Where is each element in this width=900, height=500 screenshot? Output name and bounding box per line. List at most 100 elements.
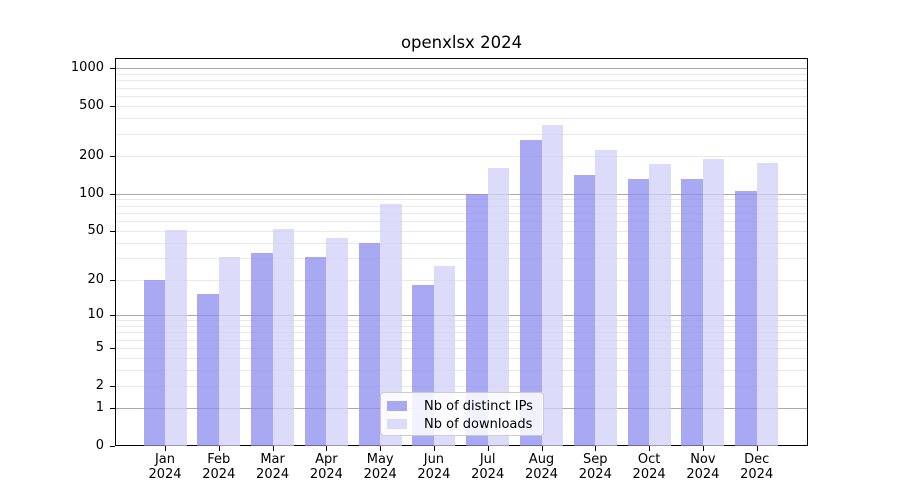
x-tick-month: Oct xyxy=(637,452,661,467)
gridline-minor xyxy=(116,339,807,341)
bar-nb-of-distinct-ips-apr xyxy=(304,256,327,446)
x-tick-mark-apr xyxy=(326,446,328,451)
x-tick-mark-aug xyxy=(541,446,543,451)
plot-spine-top xyxy=(115,58,808,59)
x-tick-month: Feb xyxy=(207,452,231,467)
y-tick-mark-0 xyxy=(110,446,115,447)
bar-nb-of-downloads-oct xyxy=(649,164,671,446)
bar-nb-of-downloads-dec xyxy=(756,163,779,446)
gridline-minor xyxy=(116,133,807,135)
x-tick-mark-feb xyxy=(218,446,220,451)
x-tick-label-mar: Mar 2024 xyxy=(233,452,313,482)
bar-nb-of-downloads-jan xyxy=(165,230,187,446)
x-tick-month: Aug xyxy=(528,452,555,467)
y-tick-mark-200 xyxy=(110,156,115,157)
chart-title: openxlsx 2024 xyxy=(400,33,523,52)
x-tick-month: Sep xyxy=(583,452,608,467)
x-tick-mark-jan xyxy=(165,446,166,451)
legend-item-downloads: Nb of downloads xyxy=(387,415,537,433)
gridline-minor xyxy=(116,385,807,387)
bar-nb-of-downloads-feb xyxy=(218,256,241,446)
gridline-minor xyxy=(116,243,807,244)
x-tick-year: 2024 xyxy=(309,467,343,482)
bar-nb-of-distinct-ips-oct xyxy=(627,179,650,446)
bar-nb-of-downloads-mar xyxy=(272,228,295,446)
y-tick-label-50: 50 xyxy=(87,223,104,238)
y-tick-mark-500 xyxy=(110,106,115,108)
x-tick-month: Dec xyxy=(744,452,770,467)
gridline-minor xyxy=(116,320,807,322)
x-tick-mark-mar xyxy=(272,446,274,451)
legend-label-downloads: Nb of downloads xyxy=(424,416,533,432)
x-tick-mark-nov xyxy=(702,446,704,451)
bar-nb-of-distinct-ips-mar xyxy=(251,253,273,446)
x-tick-mark-dec xyxy=(756,446,758,451)
y-tick-mark-50 xyxy=(110,231,115,232)
legend-label-distinct-ips: Nb of distinct IPs xyxy=(424,398,533,414)
x-tick-label-jun: Jun 2024 xyxy=(394,452,474,482)
bar-nb-of-downloads-may xyxy=(380,203,402,446)
gridline-major xyxy=(116,314,807,316)
bar-nb-of-distinct-ips-dec xyxy=(735,191,757,446)
x-tick-year: 2024 xyxy=(417,467,451,482)
gridline-minor xyxy=(116,325,807,327)
gridline-minor xyxy=(116,106,807,108)
x-tick-label-may: May 2024 xyxy=(340,452,420,482)
x-tick-month: Jul xyxy=(479,452,496,467)
bar-nb-of-distinct-ips-aug xyxy=(520,139,542,446)
bar-nb-of-distinct-ips-feb xyxy=(197,294,219,446)
x-tick-label-jul: Jul 2024 xyxy=(448,452,528,482)
gridline-major xyxy=(116,68,807,70)
gridline-minor xyxy=(116,332,807,334)
y-tick-label-100: 100 xyxy=(79,185,104,201)
y-tick-mark-100 xyxy=(110,193,115,195)
gridline-minor xyxy=(116,205,807,207)
gridline-minor xyxy=(116,87,807,89)
bar-nb-of-downloads-sep xyxy=(595,150,617,446)
x-tick-month: Jan xyxy=(154,452,176,467)
x-tick-year: 2024 xyxy=(632,467,666,482)
plot-spine-right xyxy=(807,58,808,446)
x-tick-mark-jun xyxy=(433,446,435,451)
bar-nb-of-distinct-ips-jul xyxy=(466,194,488,446)
x-tick-label-feb: Feb 2024 xyxy=(179,452,259,482)
y-tick-label-0: 0 xyxy=(95,438,104,453)
gridline-minor xyxy=(116,258,807,260)
y-tick-label-1000: 1000 xyxy=(70,60,104,76)
y-tick-mark-1 xyxy=(110,408,115,410)
x-tick-label-sep: Sep 2024 xyxy=(555,452,635,482)
x-tick-year: 2024 xyxy=(363,467,397,482)
gridline-minor xyxy=(116,348,807,349)
bar-nb-of-downloads-nov xyxy=(702,158,725,446)
x-tick-year: 2024 xyxy=(471,467,505,482)
x-tick-month: Nov xyxy=(690,452,716,467)
plot-spine-left xyxy=(115,58,116,446)
y-tick-mark-10 xyxy=(110,314,115,316)
y-tick-label-20: 20 xyxy=(87,271,104,287)
x-tick-month: May xyxy=(366,452,394,467)
gridline-minor xyxy=(116,156,807,157)
y-tick-label-5: 5 xyxy=(95,340,104,355)
x-tick-mark-jul xyxy=(487,446,489,451)
y-tick-label-200: 200 xyxy=(79,148,104,163)
gridline-minor xyxy=(116,279,807,281)
x-tick-year: 2024 xyxy=(256,467,290,482)
legend-swatch-downloads xyxy=(387,419,407,429)
bar-nb-of-distinct-ips-sep xyxy=(573,175,596,446)
bar-nb-of-downloads-apr xyxy=(326,237,348,446)
gridline-minor xyxy=(116,231,807,232)
x-tick-year: 2024 xyxy=(740,467,774,482)
legend: Nb of distinct IPs Nb of downloads xyxy=(380,392,544,436)
x-tick-year: 2024 xyxy=(578,467,612,482)
x-tick-month: Mar xyxy=(260,452,285,467)
gridline-minor xyxy=(116,358,807,359)
plot-area xyxy=(115,58,808,446)
x-tick-mark-oct xyxy=(649,446,651,451)
legend-item-distinct-ips: Nb of distinct IPs xyxy=(387,397,537,415)
y-tick-label-10: 10 xyxy=(87,306,104,322)
gridline-minor xyxy=(116,80,807,82)
x-tick-label-oct: Oct 2024 xyxy=(609,452,689,482)
gridline-minor xyxy=(116,74,807,75)
y-tick-label-2: 2 xyxy=(95,377,104,393)
